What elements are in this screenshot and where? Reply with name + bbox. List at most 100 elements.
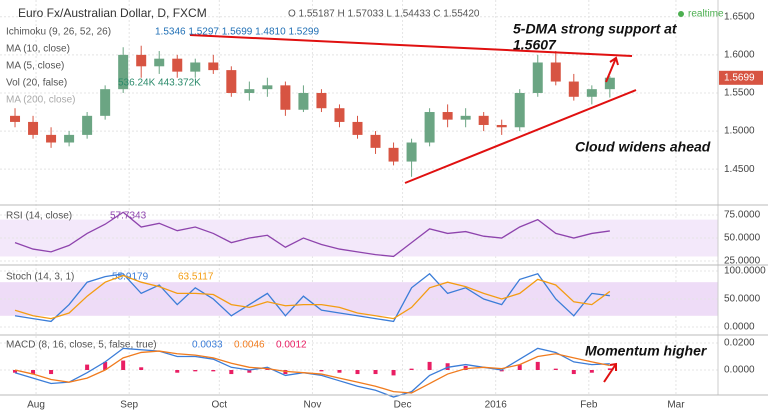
candle-body [478,115,489,125]
candle-body [604,77,615,90]
x-tick-label: Feb [580,400,598,411]
x-tick-label: 2016 [485,400,508,411]
resistance-line [189,34,633,57]
annotation: Cloud widens ahead [575,139,711,155]
candle-body [118,54,129,90]
annotation: 1.5607 [513,37,557,53]
x-tick-label: Nov [304,400,322,411]
candle-body [316,92,327,109]
histogram-bar [13,370,18,373]
support-line [404,89,637,184]
indicator-label: RSI (14, close) [6,211,72,222]
series-line [14,350,610,394]
readout: 55.9179 [112,272,149,283]
indicator-label: Ichimoku (9, 26, 52, 26) [6,27,111,38]
histogram-bar [175,370,180,373]
last-price-label: 1.5699 [724,72,755,83]
histogram-bar [373,370,378,375]
last-price-box [719,70,763,85]
histogram-bar [49,370,54,375]
candle-body [370,134,381,148]
candle-body [208,62,219,71]
histogram-bar [409,368,414,370]
chart-title: Euro Fx/Australian Dollar, D, FXCM [18,6,207,20]
readout: 63.5117 [178,272,214,283]
y-tick-label: 50.0000 [724,233,761,244]
readout: 0.0046 [234,340,265,351]
candle-body [460,115,471,120]
candle-body [280,85,291,110]
candle-body [190,62,201,72]
x-tick-label: Sep [120,400,138,411]
y-tick-label: 1.6000 [724,50,755,61]
y-tick-label: 100.0000 [724,266,766,277]
candle-body [586,89,597,97]
y-tick-label: 0.0000 [724,365,755,376]
histogram-bar [499,370,504,372]
indicator-label: Stoch (14, 3, 1) [6,272,74,283]
histogram-bar [463,365,468,370]
histogram-bar [607,368,612,370]
indicator-label: MA (200, close) [6,95,75,106]
histogram-bar [229,370,234,375]
histogram-bar [139,367,144,370]
candle-body [172,58,183,72]
candle-body [28,121,39,135]
y-tick-label: 75.0000 [724,210,761,221]
candle-body [334,108,345,122]
vol-values: 536.24K 443.372K [118,78,201,89]
y-tick-label: 1.5500 [724,88,755,99]
band [0,219,718,257]
candle-body [82,115,93,135]
series-line [14,211,610,258]
histogram-bar [85,364,90,370]
y-tick-label: 25.0000 [724,256,761,267]
candle-body [406,142,417,162]
candle-body [388,147,399,162]
indicator-label: MA (5, close) [6,61,64,72]
histogram-bar [553,368,558,370]
x-tick-label: Mar [667,400,685,411]
series-line [14,347,610,398]
y-tick-label: 0.0200 [724,338,755,349]
histogram-bar [589,370,594,373]
candle-body [10,115,21,122]
candle-body [424,112,435,143]
x-tick-label: Aug [27,400,45,411]
histogram-bar [31,370,36,375]
histogram-bar [283,370,288,375]
annotation: 5-DMA strong support at [513,21,678,37]
histogram-bar [247,370,252,373]
histogram-bar [355,370,360,375]
series-line [14,274,611,320]
histogram-bar [535,361,540,370]
candle-body [46,134,57,143]
realtime-label: realtime [688,9,724,20]
indicator-label: MACD (8, 16, close, 5, false, true) [6,340,157,351]
histogram-bar [121,360,126,370]
candle-body [550,62,561,82]
histogram-bar [265,368,270,370]
readout: 0.0012 [276,340,307,351]
x-tick-label: Dec [394,400,412,411]
candle-body [154,58,165,67]
candle-body [442,112,453,120]
annotation: Momentum higher [585,343,708,359]
band [0,282,718,316]
candle-body [514,92,525,128]
histogram-bar [445,363,450,370]
histogram-bar [391,370,396,376]
histogram-bar [103,361,108,370]
arrow [605,56,619,83]
candle-body [568,81,579,97]
histogram-bar [193,370,198,372]
y-tick-label: 1.6500 [724,11,755,22]
candle-body [496,124,507,128]
x-tick-label: Oct [212,400,228,411]
y-tick-label: 1.4500 [724,164,755,175]
y-tick-label: 0.0000 [724,322,755,333]
histogram-bar [571,370,576,375]
candle-body [298,92,309,110]
